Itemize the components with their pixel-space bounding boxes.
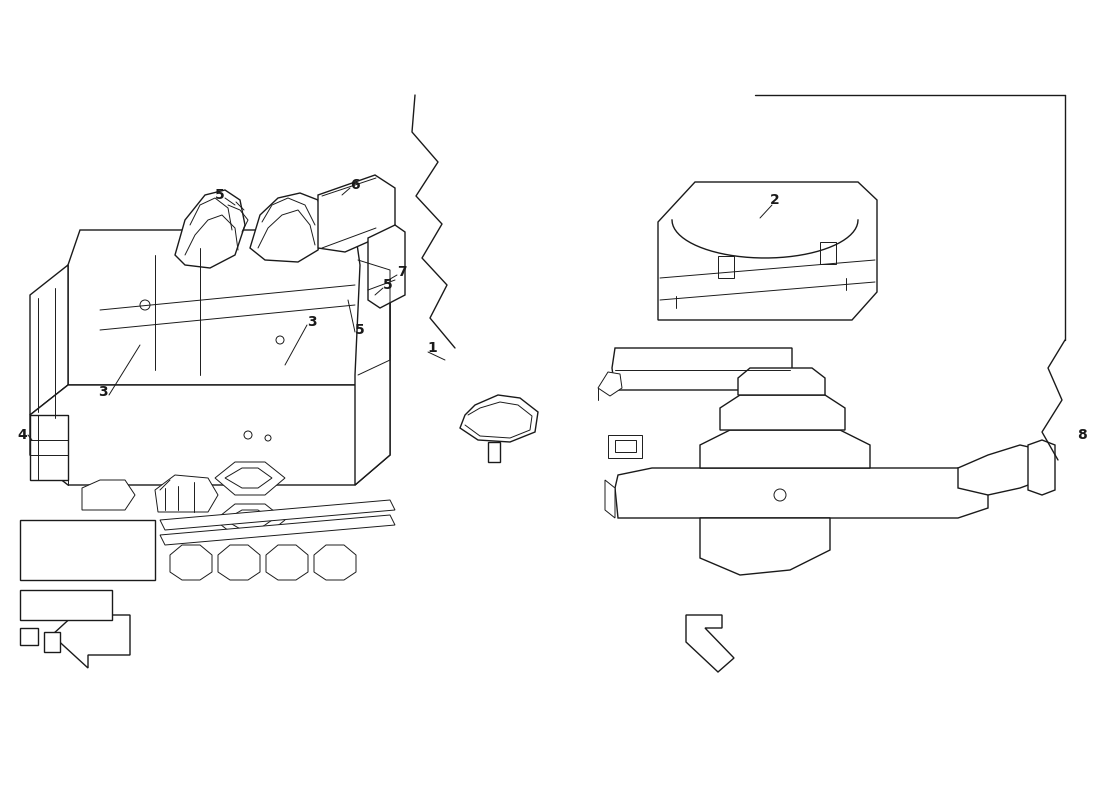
Polygon shape — [68, 230, 390, 385]
Polygon shape — [160, 515, 395, 545]
Polygon shape — [155, 475, 218, 512]
Polygon shape — [214, 504, 285, 536]
Text: 5: 5 — [216, 188, 224, 202]
Polygon shape — [20, 520, 155, 580]
Polygon shape — [44, 632, 60, 652]
Polygon shape — [615, 468, 988, 518]
Text: 5: 5 — [383, 278, 393, 292]
Text: 2: 2 — [770, 193, 780, 207]
Polygon shape — [250, 193, 324, 262]
Polygon shape — [20, 590, 112, 620]
Polygon shape — [20, 628, 38, 645]
Polygon shape — [958, 445, 1042, 495]
Polygon shape — [214, 462, 285, 495]
Polygon shape — [30, 265, 68, 415]
Polygon shape — [170, 545, 212, 580]
Polygon shape — [30, 355, 390, 485]
Polygon shape — [266, 545, 308, 580]
Text: 3: 3 — [98, 385, 108, 399]
Polygon shape — [738, 368, 825, 395]
Polygon shape — [605, 480, 615, 518]
Polygon shape — [700, 518, 830, 575]
Polygon shape — [720, 395, 845, 430]
Polygon shape — [612, 348, 792, 390]
Text: 1: 1 — [427, 341, 437, 355]
Polygon shape — [615, 440, 636, 452]
Polygon shape — [488, 442, 501, 462]
Polygon shape — [368, 225, 405, 308]
Polygon shape — [52, 602, 130, 668]
Text: 6: 6 — [350, 178, 360, 192]
Polygon shape — [700, 430, 870, 468]
Polygon shape — [175, 190, 245, 268]
Polygon shape — [30, 415, 68, 480]
Polygon shape — [226, 510, 272, 530]
Polygon shape — [318, 175, 395, 252]
Polygon shape — [355, 230, 390, 485]
Polygon shape — [718, 256, 734, 278]
Text: 5: 5 — [355, 323, 365, 337]
Polygon shape — [82, 480, 135, 510]
Polygon shape — [226, 468, 272, 488]
Text: 8: 8 — [1077, 428, 1087, 442]
Polygon shape — [608, 435, 642, 458]
Polygon shape — [1028, 440, 1055, 495]
Polygon shape — [658, 182, 877, 320]
Text: 4: 4 — [18, 428, 26, 442]
Polygon shape — [218, 545, 260, 580]
Text: 7: 7 — [397, 265, 407, 279]
Polygon shape — [160, 500, 395, 530]
Polygon shape — [686, 615, 734, 672]
Polygon shape — [460, 395, 538, 442]
Polygon shape — [314, 545, 356, 580]
Text: 3: 3 — [307, 315, 317, 329]
Polygon shape — [598, 372, 622, 396]
Polygon shape — [820, 242, 836, 264]
